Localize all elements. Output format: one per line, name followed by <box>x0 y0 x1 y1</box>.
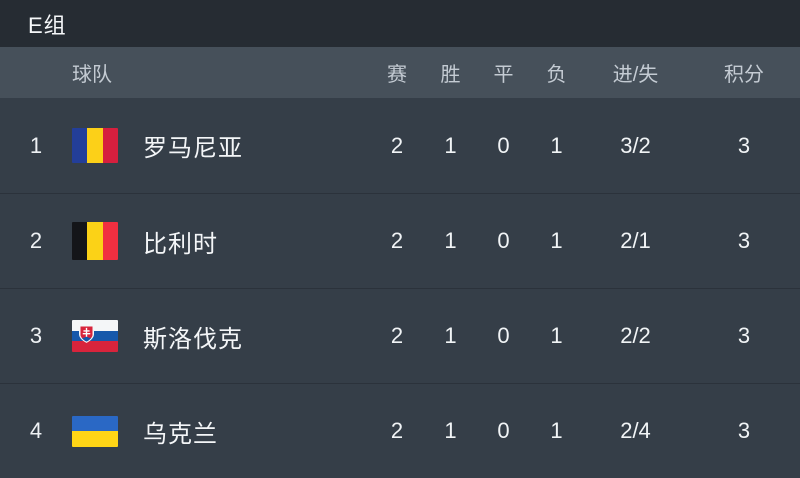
goals-value: 2/1 <box>620 228 651 253</box>
column-header-goals: 进/失 <box>612 64 659 86</box>
group-title: E组 <box>28 12 67 38</box>
team-cell: 比利时 <box>72 222 370 260</box>
column-header-lost: 负 <box>546 64 567 86</box>
rank-value: 2 <box>29 228 43 253</box>
table-row-belgium[interactable]: 2 比利时 2 1 0 1 2/1 3 <box>0 193 800 288</box>
team-cell: 乌克兰 <box>72 414 370 449</box>
slovakia-flag-icon <box>72 320 118 352</box>
rank-value: 1 <box>29 132 43 158</box>
drawn-value: 0 <box>497 418 510 443</box>
lost-value: 1 <box>550 228 563 253</box>
team-name: 罗马尼亚 <box>143 135 243 162</box>
goals-value: 2/2 <box>620 323 651 348</box>
won-value: 1 <box>444 228 457 253</box>
ukraine-flag-icon <box>72 415 118 447</box>
points-value: 3 <box>737 132 751 158</box>
played-value: 2 <box>390 418 404 443</box>
column-header-drawn: 平 <box>493 64 514 86</box>
table-row-romania[interactable]: 1 罗马尼亚 2 1 0 1 3/2 3 <box>0 98 800 193</box>
points-value: 3 <box>737 418 751 443</box>
rank-value: 4 <box>29 418 43 443</box>
table-row-ukraine[interactable]: 4 乌克兰 2 1 0 1 2/4 3 <box>0 383 800 478</box>
drawn-value: 0 <box>497 228 510 253</box>
rank-value: 3 <box>29 323 43 348</box>
team-cell: 斯洛伐克 <box>72 319 370 354</box>
played-value: 2 <box>390 228 404 253</box>
lost-value: 1 <box>550 323 563 348</box>
table-row-slovakia[interactable]: 3 斯洛伐克 2 1 0 1 <box>0 288 800 383</box>
goals-value: 2/4 <box>620 418 651 443</box>
goals-value: 3/2 <box>620 132 651 158</box>
points-value: 3 <box>737 228 751 253</box>
team-cell: 罗马尼亚 <box>72 128 370 163</box>
romania-flag-icon <box>72 128 118 163</box>
drawn-value: 0 <box>497 323 510 348</box>
won-value: 1 <box>444 323 457 348</box>
slovakia-coat-of-arms <box>79 325 94 343</box>
column-header-won: 胜 <box>440 64 461 86</box>
column-header-points: 积分 <box>724 64 764 86</box>
team-name: 斯洛伐克 <box>143 325 243 353</box>
won-value: 1 <box>444 418 457 443</box>
group-title-bar: E组 <box>0 0 800 47</box>
team-name: 乌克兰 <box>143 420 218 448</box>
lost-value: 1 <box>550 418 563 443</box>
team-name: 比利时 <box>143 230 218 258</box>
played-value: 2 <box>390 132 404 158</box>
column-header-team: 球队 <box>72 64 112 86</box>
lost-value: 1 <box>550 132 563 158</box>
drawn-value: 0 <box>497 132 510 158</box>
belgium-flag-icon <box>72 222 118 260</box>
won-value: 1 <box>444 132 457 158</box>
table-header-row: 球队 赛 胜 平 负 进/失 积分 <box>0 47 800 98</box>
column-header-played: 赛 <box>387 64 407 86</box>
played-value: 2 <box>390 323 404 348</box>
points-value: 3 <box>737 323 751 348</box>
